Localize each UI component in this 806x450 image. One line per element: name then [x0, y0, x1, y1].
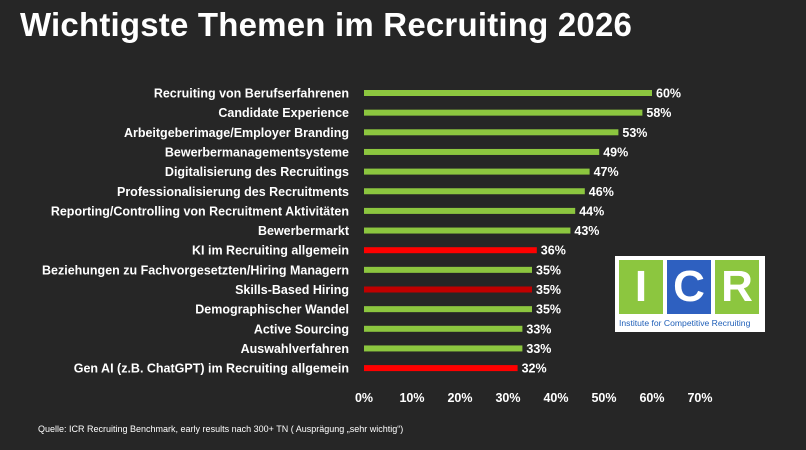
source-note: Quelle: ICR Recruiting Benchmark, early …	[38, 424, 404, 434]
category-label: Bewerbermarkt	[258, 224, 350, 238]
bar	[364, 90, 652, 96]
category-label: Demographischer Wandel	[195, 303, 349, 317]
category-label: Bewerbermanagementsysteme	[165, 145, 349, 159]
value-label: 35%	[536, 283, 561, 297]
bar	[364, 227, 571, 234]
x-tick-label: 40%	[543, 391, 568, 405]
value-label: 35%	[536, 303, 561, 317]
x-tick-label: 50%	[591, 391, 616, 405]
logo-subtitle: Institute for Competitive Recruiting	[619, 318, 751, 328]
category-label: Gen AI (z.B. ChatGPT) im Recruiting allg…	[74, 362, 349, 376]
logo-letter-r: R	[715, 260, 759, 314]
bar	[364, 325, 523, 332]
x-tick-label: 20%	[447, 391, 472, 405]
logo-letter-c: C	[667, 260, 711, 314]
value-label: 44%	[579, 204, 604, 218]
bar	[364, 306, 532, 313]
x-tick-label: 70%	[687, 391, 712, 405]
category-label: Professionalisierung des Recruitments	[117, 185, 349, 199]
category-label: KI im Recruiting allgemein	[192, 244, 349, 258]
category-label: Skills-Based Hiring	[235, 283, 349, 297]
bar	[364, 345, 523, 352]
bar	[364, 247, 537, 254]
bar	[364, 148, 600, 155]
category-label: Arbeitgeberimage/Employer Branding	[124, 126, 349, 140]
bar	[364, 207, 576, 214]
value-label: 36%	[541, 244, 566, 258]
category-label: Beziehungen zu Fachvorgesetzten/Hiring M…	[42, 263, 349, 277]
bar	[364, 109, 643, 116]
value-label: 32%	[522, 362, 547, 376]
x-tick-label: 30%	[495, 391, 520, 405]
value-label: 47%	[594, 165, 619, 179]
category-label: Reporting/Controlling von Recruitment Ak…	[51, 204, 349, 218]
value-label: 53%	[622, 126, 647, 140]
x-tick-label: 60%	[639, 391, 664, 405]
value-label: 60%	[656, 87, 681, 101]
category-label: Recruiting von Berufserfahrenen	[154, 87, 349, 101]
bar	[364, 286, 532, 293]
value-label: 49%	[603, 145, 628, 159]
icr-logo: I C R Institute for Competitive Recruiti…	[615, 256, 765, 332]
bar	[364, 168, 590, 175]
bar	[364, 188, 585, 195]
bar	[364, 129, 619, 136]
category-label: Candidate Experience	[218, 106, 349, 120]
category-label: Digitalisierung des Recruitings	[165, 165, 349, 179]
bar	[364, 365, 518, 372]
x-tick-label: 0%	[355, 391, 373, 405]
category-label: Auswahlverfahren	[241, 342, 349, 356]
x-tick-label: 10%	[399, 391, 424, 405]
logo-letter-i: I	[619, 260, 663, 314]
value-label: 33%	[526, 342, 551, 356]
value-label: 46%	[589, 185, 614, 199]
value-label: 35%	[536, 263, 561, 277]
bar	[364, 266, 532, 273]
value-label: 58%	[646, 106, 671, 120]
chart-title: Wichtigste Themen im Recruiting 2026	[20, 6, 633, 43]
value-label: 43%	[574, 224, 599, 238]
category-label: Active Sourcing	[254, 322, 349, 336]
value-label: 33%	[526, 322, 551, 336]
